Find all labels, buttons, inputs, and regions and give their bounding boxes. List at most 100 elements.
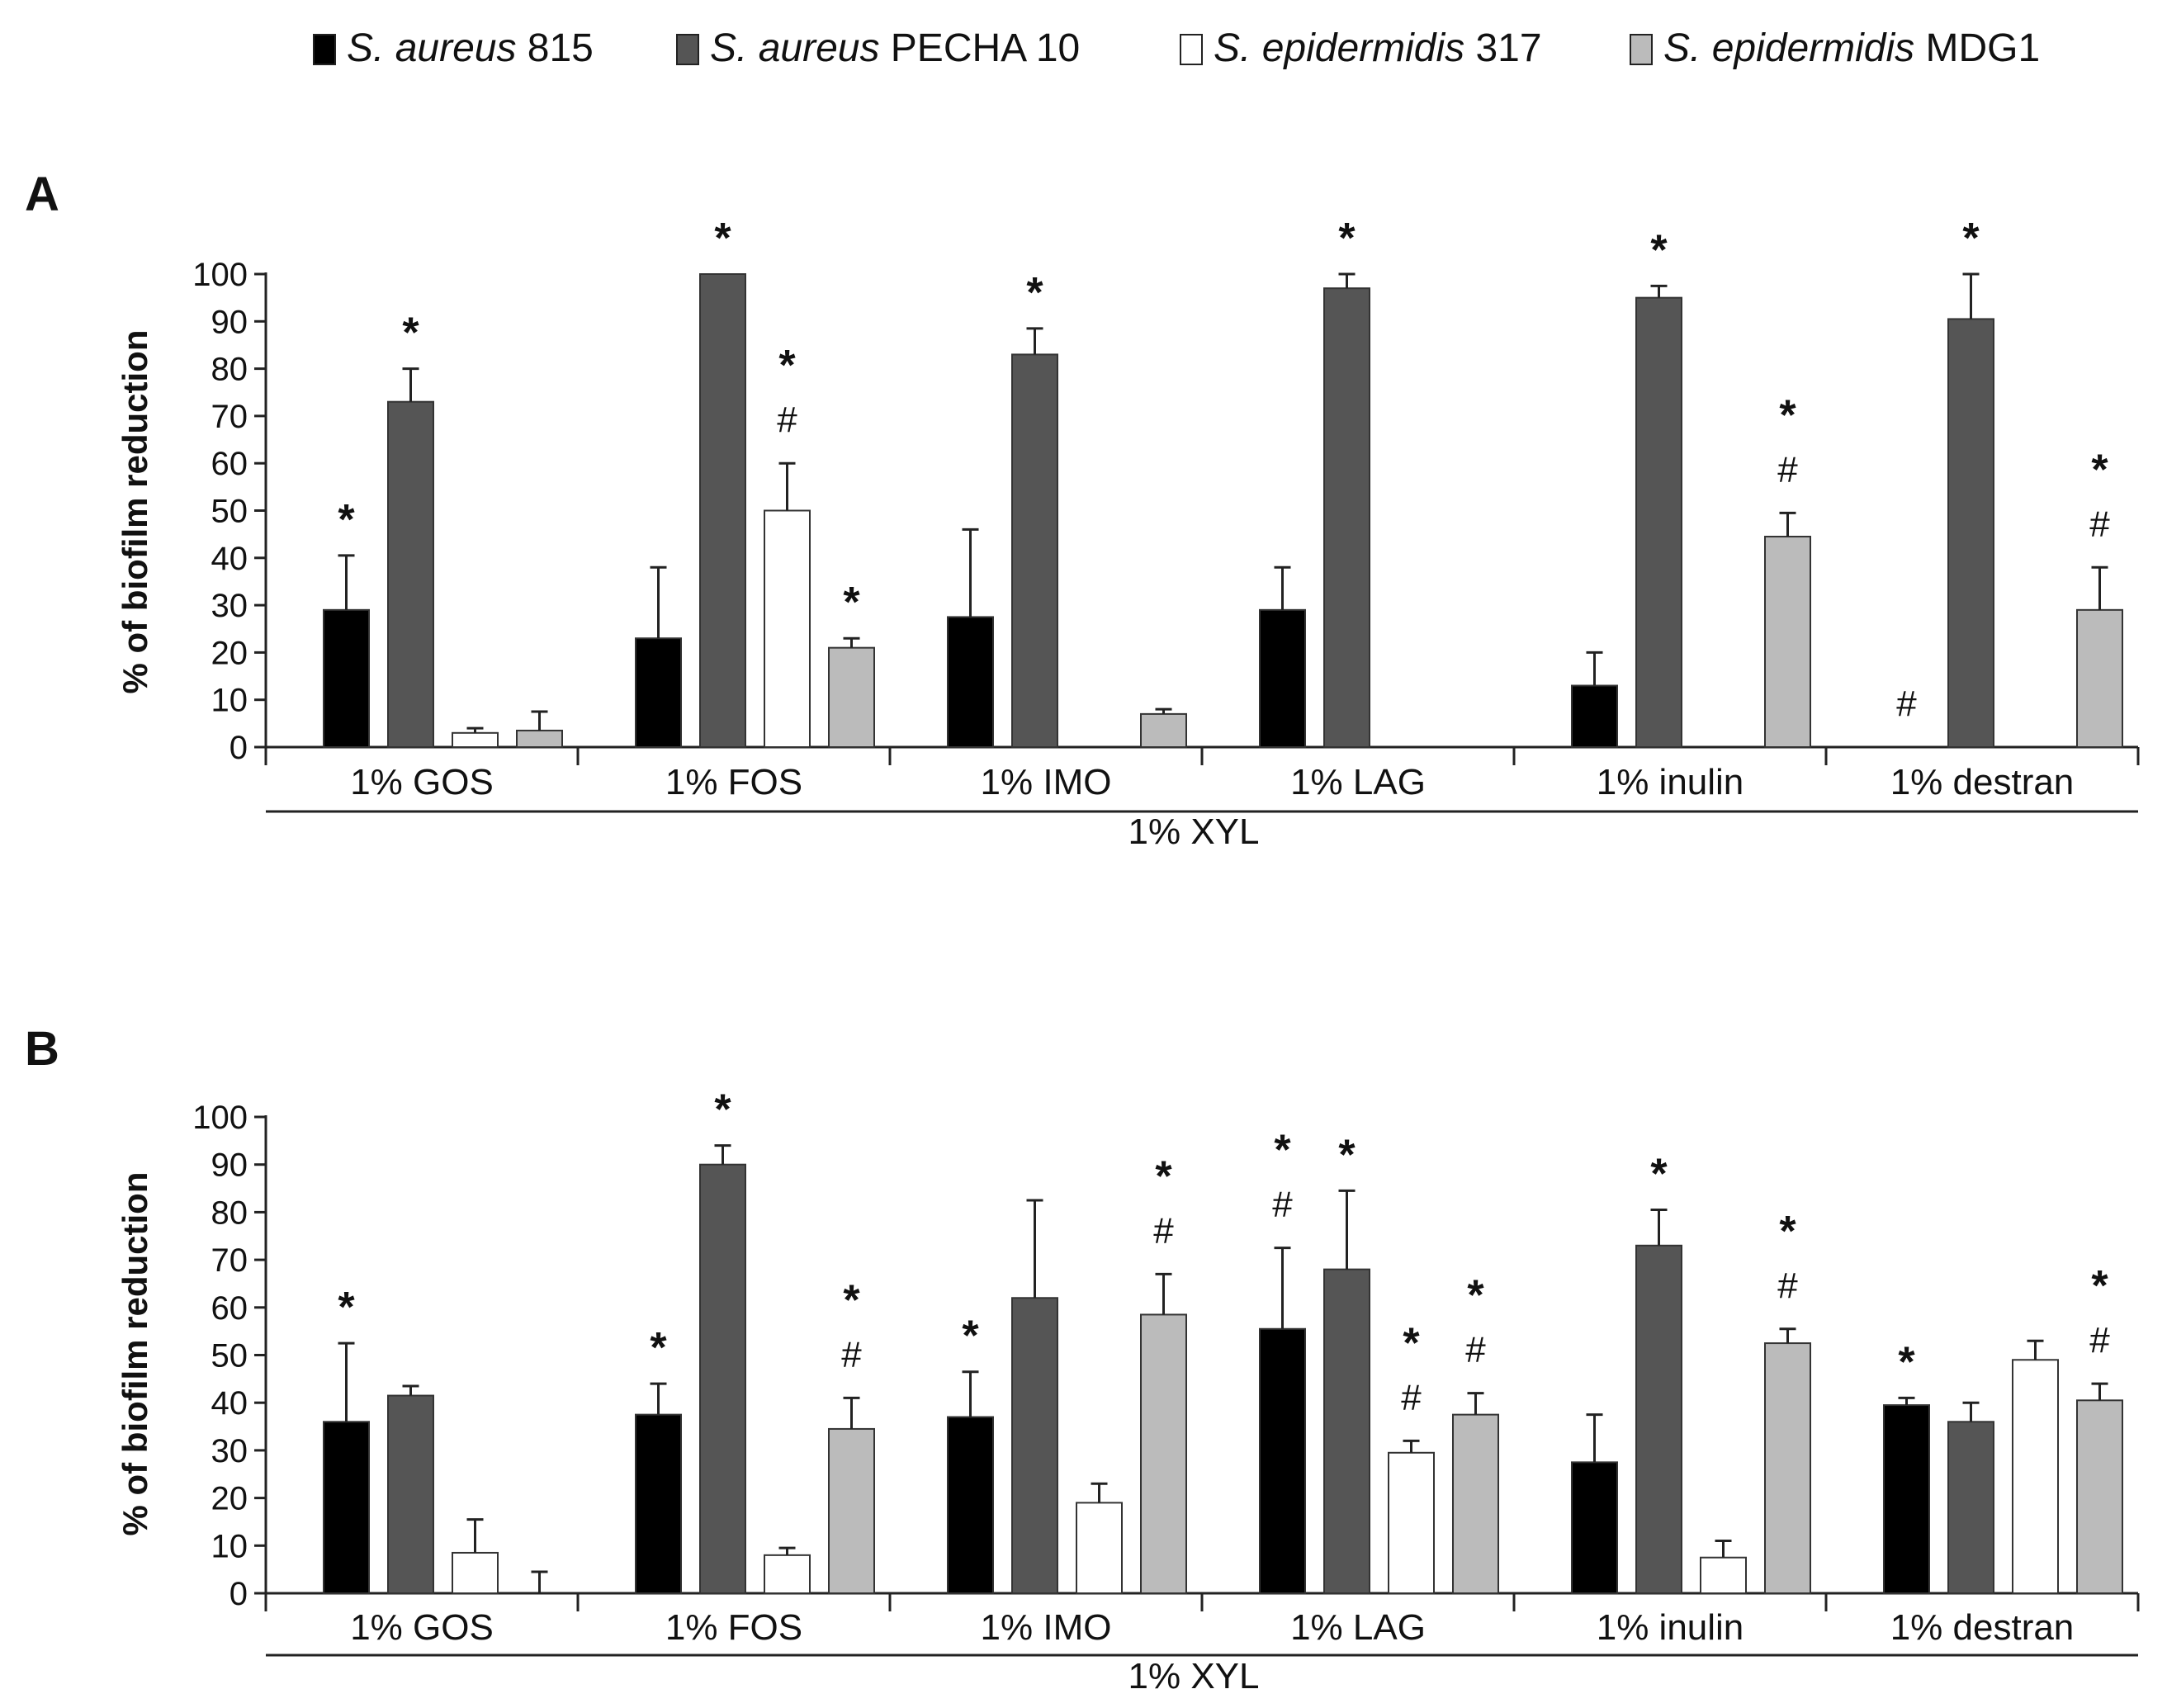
bar-epidermidis-317	[764, 509, 811, 748]
y-tick-label: 10	[211, 683, 248, 719]
bar-epidermidis-mdg1	[828, 646, 875, 748]
legend-label: S. aureus PECHA 10	[710, 26, 1080, 70]
x-category-label: 1% IMO	[981, 762, 1112, 802]
y-tick-label: 30	[211, 588, 248, 624]
bar-epidermidis-mdg1	[1140, 712, 1187, 749]
significance-star: *	[843, 579, 860, 627]
significance-star: *	[1779, 391, 1796, 439]
panel-label: B	[25, 1022, 59, 1076]
bar-aureus-815	[1571, 1461, 1618, 1594]
legend-label-species: S. epidermidis	[1214, 26, 1464, 70]
y-axis-label: % of biofilm reduction	[116, 330, 154, 694]
bar-aureus-815	[635, 637, 682, 749]
significance-hash: #	[841, 1334, 862, 1374]
legend-label: S. epidermidis MDG1	[1663, 26, 2040, 70]
x-category-label: 1% LAG	[1290, 1607, 1426, 1648]
significance-star: *	[1026, 269, 1043, 317]
bar-aureus-pecha10	[387, 400, 434, 748]
y-tick-label: 90	[211, 304, 248, 340]
bar-epidermidis-mdg1	[2076, 608, 2123, 749]
legend-label: S. aureus 815	[347, 26, 594, 70]
group-label: 1% XYL	[1128, 1656, 1260, 1696]
significance-star: *	[338, 1284, 355, 1332]
bar-aureus-815	[947, 616, 994, 748]
significance-star: *	[962, 1313, 979, 1360]
y-tick-label: 50	[211, 494, 248, 530]
bar-epidermidis-mdg1	[1140, 1313, 1187, 1594]
significance-hash: #	[1465, 1330, 1486, 1370]
significance-star: *	[1650, 1151, 1668, 1199]
group-label: 1% XYL	[1128, 811, 1260, 852]
y-tick-label: 100	[192, 257, 248, 293]
legend-label-species: S. aureus	[347, 26, 516, 70]
legend-swatch	[676, 34, 699, 65]
bar-aureus-pecha10	[1011, 1297, 1058, 1594]
significance-hash: #	[1401, 1377, 1422, 1417]
bar-epidermidis-mdg1	[2076, 1399, 2123, 1594]
significance-star: *	[1962, 215, 1980, 263]
y-tick-label: 10	[211, 1528, 248, 1564]
bar-epidermidis-317	[1076, 1502, 1123, 1594]
legend: S. aureus 815 S. aureus PECHA 10 S. epider…	[313, 26, 2040, 70]
bar-epidermidis-317	[452, 1551, 499, 1594]
x-category-label: 1% destran	[1890, 1607, 2075, 1648]
significance-star: *	[338, 496, 355, 544]
x-category-label: 1% GOS	[350, 762, 494, 802]
x-category-label: 1% FOS	[665, 1607, 802, 1648]
bar-aureus-815	[635, 1413, 682, 1594]
significance-star: *	[843, 1276, 860, 1324]
bar-aureus-pecha10	[699, 273, 746, 748]
bar-aureus-815	[323, 1421, 370, 1595]
legend-label-strain: MDG1	[1914, 26, 2040, 70]
x-category-label: 1% destran	[1890, 762, 2075, 802]
significance-star: *	[1467, 1272, 1484, 1320]
x-category-label: 1% IMO	[981, 1607, 1112, 1648]
legend-label-strain: PECHA 10	[879, 26, 1080, 70]
x-category-label: 1% GOS	[350, 1607, 494, 1648]
significance-star: *	[650, 1324, 667, 1372]
legend-swatch	[1180, 34, 1203, 65]
y-axis-label: % of biofilm reduction	[116, 1172, 154, 1536]
legend-swatch	[1630, 34, 1653, 65]
significance-star: *	[2091, 1262, 2108, 1310]
y-tick-label: 50	[211, 1338, 248, 1374]
bar-aureus-pecha10	[1011, 353, 1058, 748]
significance-star: *	[778, 342, 796, 390]
significance-hash: #	[2089, 504, 2110, 544]
bar-aureus-815	[323, 608, 370, 749]
bar-epidermidis-mdg1	[516, 729, 563, 749]
significance-hash: #	[1777, 1266, 1798, 1306]
bar-epidermidis-317	[452, 731, 499, 748]
significance-hash: #	[2089, 1320, 2110, 1360]
bar-epidermidis-mdg1	[1764, 1342, 1811, 1594]
x-category-label: 1% inulin	[1597, 762, 1744, 802]
bar-aureus-815	[1883, 1404, 1930, 1594]
significance-star: *	[402, 310, 419, 357]
panel-label: A	[25, 168, 59, 221]
y-tick-label: 100	[192, 1100, 248, 1136]
y-tick-label: 70	[211, 1242, 248, 1279]
legend-label: S. epidermidis 317	[1214, 26, 1542, 70]
bar-epidermidis-mdg1	[828, 1427, 875, 1595]
panel-a: A % of biofilm reduction 0 10 20 30 40 50 60 70 80…	[25, 168, 2140, 852]
significance-star: *	[1338, 1131, 1356, 1179]
y-tick-label: 70	[211, 399, 248, 435]
significance-star: *	[2091, 446, 2108, 494]
bar-aureus-815	[947, 1416, 994, 1595]
y-tick-label: 0	[229, 730, 248, 766]
y-tick-label: 60	[211, 1290, 248, 1327]
significance-star: *	[1403, 1319, 1420, 1367]
bar-epidermidis-317	[1388, 1451, 1435, 1595]
bar-aureus-pecha10	[1323, 1268, 1370, 1594]
significance-star: *	[1155, 1152, 1172, 1200]
legend-label-strain: 317	[1464, 26, 1541, 70]
legend-label-strain: 815	[516, 26, 593, 70]
panel-b: B % of biofilm reduction 0 10 20 30 40 50 60 70 80…	[25, 1022, 2140, 1696]
significance-star: *	[714, 1086, 731, 1134]
x-category-label: 1% FOS	[665, 762, 802, 802]
y-tick-label: 0	[229, 1576, 248, 1612]
bar-aureus-pecha10	[699, 1163, 746, 1594]
y-tick-label: 20	[211, 1481, 248, 1517]
bar-aureus-815	[1259, 1327, 1306, 1594]
